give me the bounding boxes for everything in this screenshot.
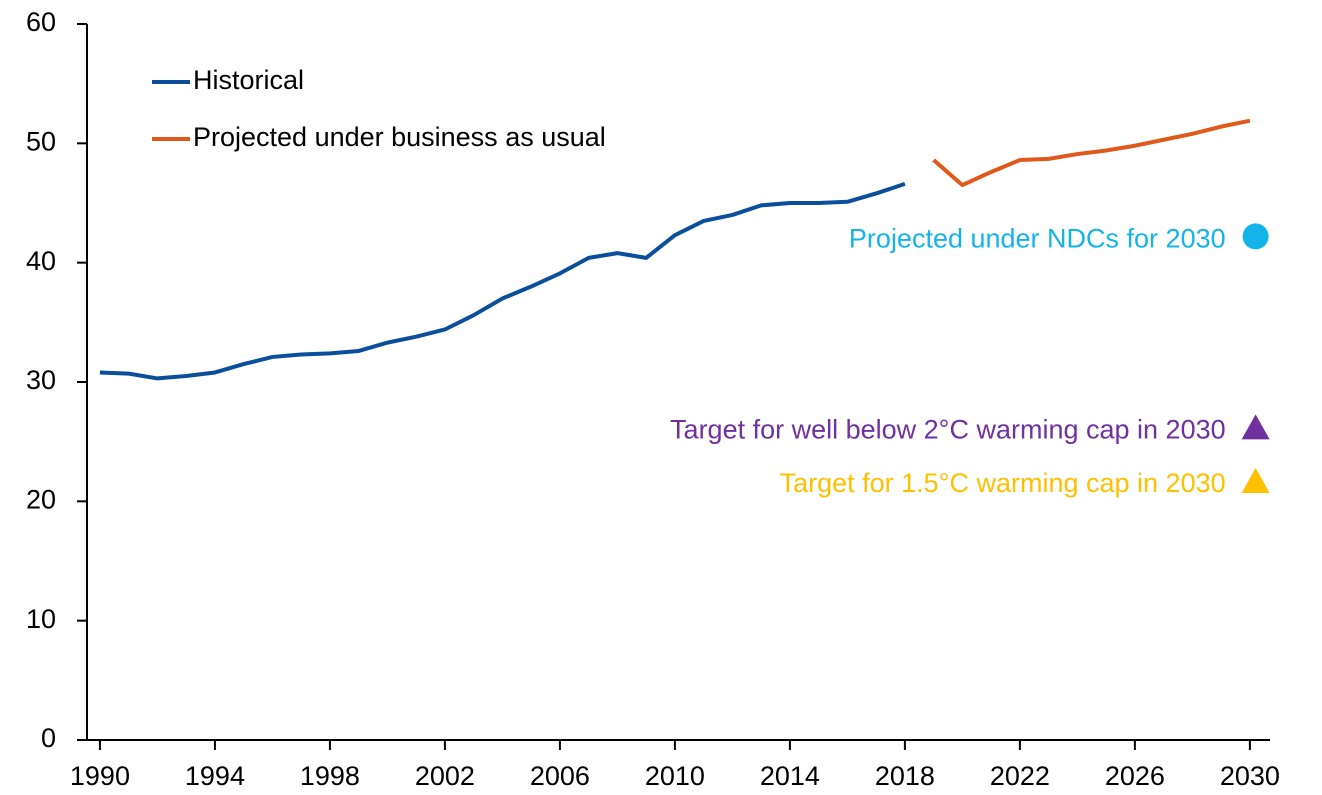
annotation: Target for well below 2°C warming cap in… bbox=[670, 414, 1226, 444]
x-tick-label: 1998 bbox=[300, 761, 360, 791]
x-tick-label: 2030 bbox=[1220, 761, 1280, 791]
y-tick-label: 50 bbox=[26, 126, 56, 156]
y-tick-label: 20 bbox=[26, 484, 56, 514]
y-tick-label: 60 bbox=[26, 7, 56, 37]
annotation: Projected under NDCs for 2030 bbox=[849, 224, 1226, 254]
legend-label: Projected under business as usual bbox=[193, 122, 606, 152]
x-tick-label: 2022 bbox=[990, 761, 1050, 791]
x-tick-label: 2018 bbox=[875, 761, 935, 791]
legend-label: Historical bbox=[193, 65, 304, 95]
marker bbox=[1242, 223, 1269, 250]
marker bbox=[1241, 414, 1270, 440]
series-line bbox=[932, 118, 1251, 188]
y-tick-label: 40 bbox=[26, 246, 56, 276]
y-tick-label: 0 bbox=[41, 723, 56, 753]
marker bbox=[1241, 468, 1270, 494]
x-tick-label: 1994 bbox=[185, 761, 245, 791]
y-tick-label: 10 bbox=[26, 604, 56, 634]
x-tick-label: 1990 bbox=[70, 761, 130, 791]
x-tick-label: 2002 bbox=[415, 761, 475, 791]
annotation: Target for 1.5°C warming cap in 2030 bbox=[780, 468, 1226, 498]
x-tick-label: 2006 bbox=[530, 761, 590, 791]
x-tick-label: 2010 bbox=[645, 761, 705, 791]
x-tick-label: 2014 bbox=[760, 761, 820, 791]
x-tick-label: 2026 bbox=[1105, 761, 1165, 791]
series-line bbox=[99, 182, 906, 381]
y-tick-label: 30 bbox=[26, 365, 56, 395]
